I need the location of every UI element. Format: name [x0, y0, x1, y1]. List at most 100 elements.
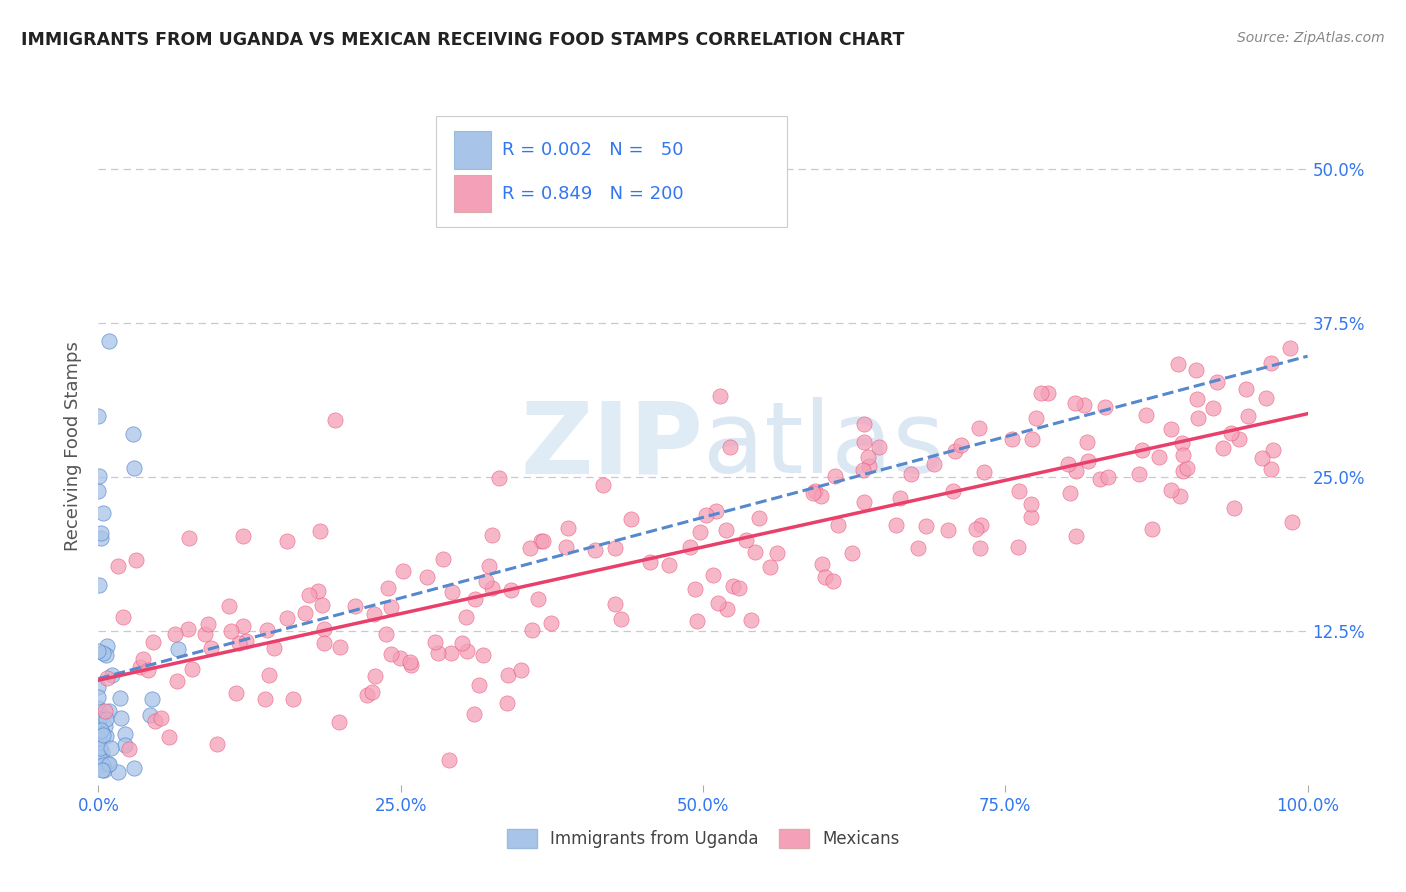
Point: [197, 617, 219, 632]
Point: [427, 646, 450, 660]
Point: [283, 692, 305, 706]
Point: [720, 440, 742, 454]
Point: [811, 557, 834, 571]
Point: [801, 486, 824, 500]
Point: [87, 409, 110, 423]
Point: [399, 655, 422, 669]
Point: [557, 521, 579, 535]
Point: [1149, 450, 1171, 464]
Point: [735, 533, 758, 547]
Point: [328, 714, 350, 729]
Point: [256, 623, 278, 637]
Point: [814, 570, 837, 584]
Point: [463, 707, 485, 722]
Point: [709, 389, 731, 403]
Point: [325, 412, 347, 426]
Point: [969, 541, 991, 556]
Point: [716, 601, 738, 615]
Point: [218, 599, 240, 614]
Point: [87, 749, 110, 764]
Point: [841, 546, 863, 560]
Point: [686, 614, 709, 628]
Point: [1279, 341, 1302, 355]
Point: [1220, 425, 1243, 440]
Point: [205, 737, 228, 751]
Point: [679, 540, 702, 554]
Text: R = 0.849   N = 200: R = 0.849 N = 200: [502, 185, 683, 202]
Point: [96, 712, 118, 726]
Point: [425, 635, 447, 649]
Point: [98, 704, 121, 718]
Point: [609, 611, 631, 625]
Point: [498, 667, 520, 681]
Point: [87, 469, 110, 483]
Point: [415, 569, 437, 583]
Point: [481, 528, 503, 542]
Point: [758, 560, 780, 574]
Point: [467, 678, 489, 692]
Point: [294, 607, 316, 621]
Point: [180, 662, 202, 676]
Point: [298, 588, 321, 602]
Point: [90, 525, 112, 540]
Point: [157, 730, 180, 744]
Point: [592, 478, 614, 492]
Point: [232, 619, 254, 633]
Point: [235, 634, 257, 648]
Point: [87, 714, 110, 729]
Point: [90, 723, 112, 737]
Point: [124, 761, 146, 775]
Point: [312, 636, 335, 650]
Point: [1007, 540, 1029, 554]
Point: [93, 763, 115, 777]
Point: [87, 701, 110, 715]
Point: [721, 579, 744, 593]
Point: [922, 458, 945, 472]
Point: [852, 495, 875, 509]
Point: [509, 663, 531, 677]
Point: [967, 421, 990, 435]
Point: [90, 723, 112, 738]
Point: [87, 644, 110, 658]
Point: [439, 646, 461, 660]
Point: [1135, 408, 1157, 422]
Point: [432, 552, 454, 566]
Point: [87, 681, 110, 695]
Point: [1090, 472, 1112, 486]
Point: [907, 541, 929, 555]
Point: [225, 686, 247, 700]
Point: [107, 558, 129, 573]
Point: [125, 553, 148, 567]
Point: [943, 443, 966, 458]
Point: [89, 747, 111, 762]
Point: [1205, 375, 1227, 389]
Point: [87, 754, 110, 768]
Point: [499, 582, 522, 597]
Point: [141, 691, 163, 706]
Point: [744, 545, 766, 559]
Point: [177, 531, 200, 545]
Text: IMMIGRANTS FROM UGANDA VS MEXICAN RECEIVING FOOD STAMPS CORRELATION CHART: IMMIGRANTS FROM UGANDA VS MEXICAN RECEIV…: [21, 31, 904, 49]
Point: [311, 598, 333, 612]
Point: [827, 517, 849, 532]
Point: [91, 745, 114, 759]
Point: [685, 582, 707, 596]
Point: [1063, 396, 1085, 410]
Point: [471, 648, 494, 662]
Point: [87, 484, 110, 499]
Point: [1175, 461, 1198, 475]
Point: [900, 467, 922, 481]
Point: [1185, 392, 1208, 406]
Point: [91, 763, 114, 777]
Point: [1171, 435, 1194, 450]
Point: [89, 758, 111, 772]
Point: [638, 555, 661, 569]
Point: [392, 564, 415, 578]
Point: [122, 427, 145, 442]
Point: [965, 522, 987, 536]
Point: [194, 627, 217, 641]
Point: [527, 592, 550, 607]
Point: [1076, 453, 1098, 467]
Point: [889, 491, 911, 505]
Point: [1073, 398, 1095, 412]
